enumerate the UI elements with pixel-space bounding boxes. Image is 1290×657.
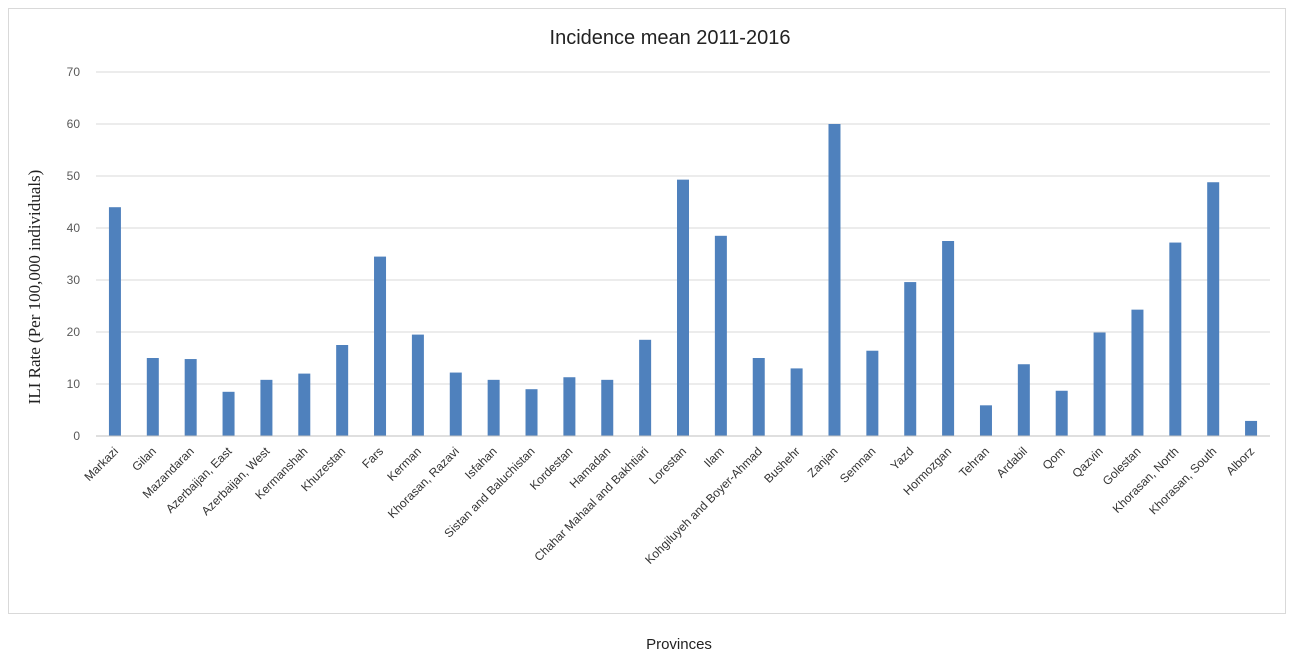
x-tick-label: Qom xyxy=(1040,444,1068,472)
bar xyxy=(1207,182,1220,436)
bar xyxy=(411,334,424,436)
bar xyxy=(904,282,917,436)
x-tick-label: Alborz xyxy=(1223,444,1257,478)
bar xyxy=(866,350,879,436)
bar xyxy=(1245,420,1258,436)
bar xyxy=(260,379,273,436)
y-axis-label: ILI Rate (Per 100,000 individuals) xyxy=(25,170,44,405)
x-tick-label: Markazi xyxy=(81,444,121,484)
y-tick-label: 30 xyxy=(67,273,81,287)
bar xyxy=(790,368,803,436)
x-tick-label: Ardabil xyxy=(994,444,1030,480)
bar xyxy=(222,391,235,436)
x-axis-label: Provinces xyxy=(646,636,712,653)
bar xyxy=(184,359,197,436)
x-tick-label: Ilam xyxy=(701,444,727,470)
bar xyxy=(639,339,652,436)
x-tick-label: Khorasan, North xyxy=(1110,444,1182,516)
x-tick-label: Gilan xyxy=(129,444,159,474)
y-tick-label: 0 xyxy=(73,429,80,443)
x-tick-label: Fars xyxy=(359,444,386,471)
x-tick-label: Isfahan xyxy=(462,444,500,482)
bar xyxy=(1017,364,1030,436)
bars xyxy=(108,124,1258,436)
x-tick-label: Yazd xyxy=(888,444,917,473)
x-tick-label: Khorasan, Razavi xyxy=(385,444,462,521)
y-tick-label: 50 xyxy=(67,169,81,183)
x-tick-label: Zanjan xyxy=(805,444,841,480)
bar xyxy=(979,405,992,436)
bar xyxy=(677,179,689,436)
bar xyxy=(942,241,955,436)
chart-area xyxy=(8,8,1286,614)
bar xyxy=(1055,390,1068,436)
bar xyxy=(487,379,500,436)
x-tick-label: Azerbaijan, East xyxy=(163,444,235,516)
bar xyxy=(752,358,765,436)
y-tick-label: 70 xyxy=(67,65,81,79)
bar xyxy=(374,256,387,436)
x-tick-label: Tehran xyxy=(956,444,992,480)
x-tick-label: Lorestan xyxy=(646,444,689,487)
bar xyxy=(601,379,614,436)
y-axis-ticks: 0 10 20 30 40 50 60 70 xyxy=(67,65,81,443)
bar xyxy=(714,235,727,436)
chart-title: Incidence mean 2011-2016 xyxy=(550,27,791,49)
bar xyxy=(146,358,159,436)
bar xyxy=(298,373,311,436)
bar xyxy=(1093,332,1106,436)
y-tick-label: 10 xyxy=(67,377,81,391)
bar xyxy=(525,389,538,436)
x-tick-label: Bushehr xyxy=(761,444,803,486)
bar xyxy=(563,377,576,436)
y-tick-label: 60 xyxy=(67,117,81,131)
x-tick-label: Khorasan, South xyxy=(1146,444,1219,517)
y-tick-label: 40 xyxy=(67,221,81,235)
bar xyxy=(336,345,349,436)
y-tick-label: 20 xyxy=(67,325,81,339)
x-tick-label: Azerbaijan, West xyxy=(199,444,273,518)
gridlines xyxy=(96,71,1270,385)
bar xyxy=(449,372,462,436)
x-tick-label: Semnan xyxy=(837,444,879,486)
bar xyxy=(108,207,121,436)
bar xyxy=(828,124,841,436)
x-tick-label: Qazvin xyxy=(1069,444,1105,480)
bar xyxy=(1169,242,1182,436)
bar xyxy=(1131,309,1144,436)
